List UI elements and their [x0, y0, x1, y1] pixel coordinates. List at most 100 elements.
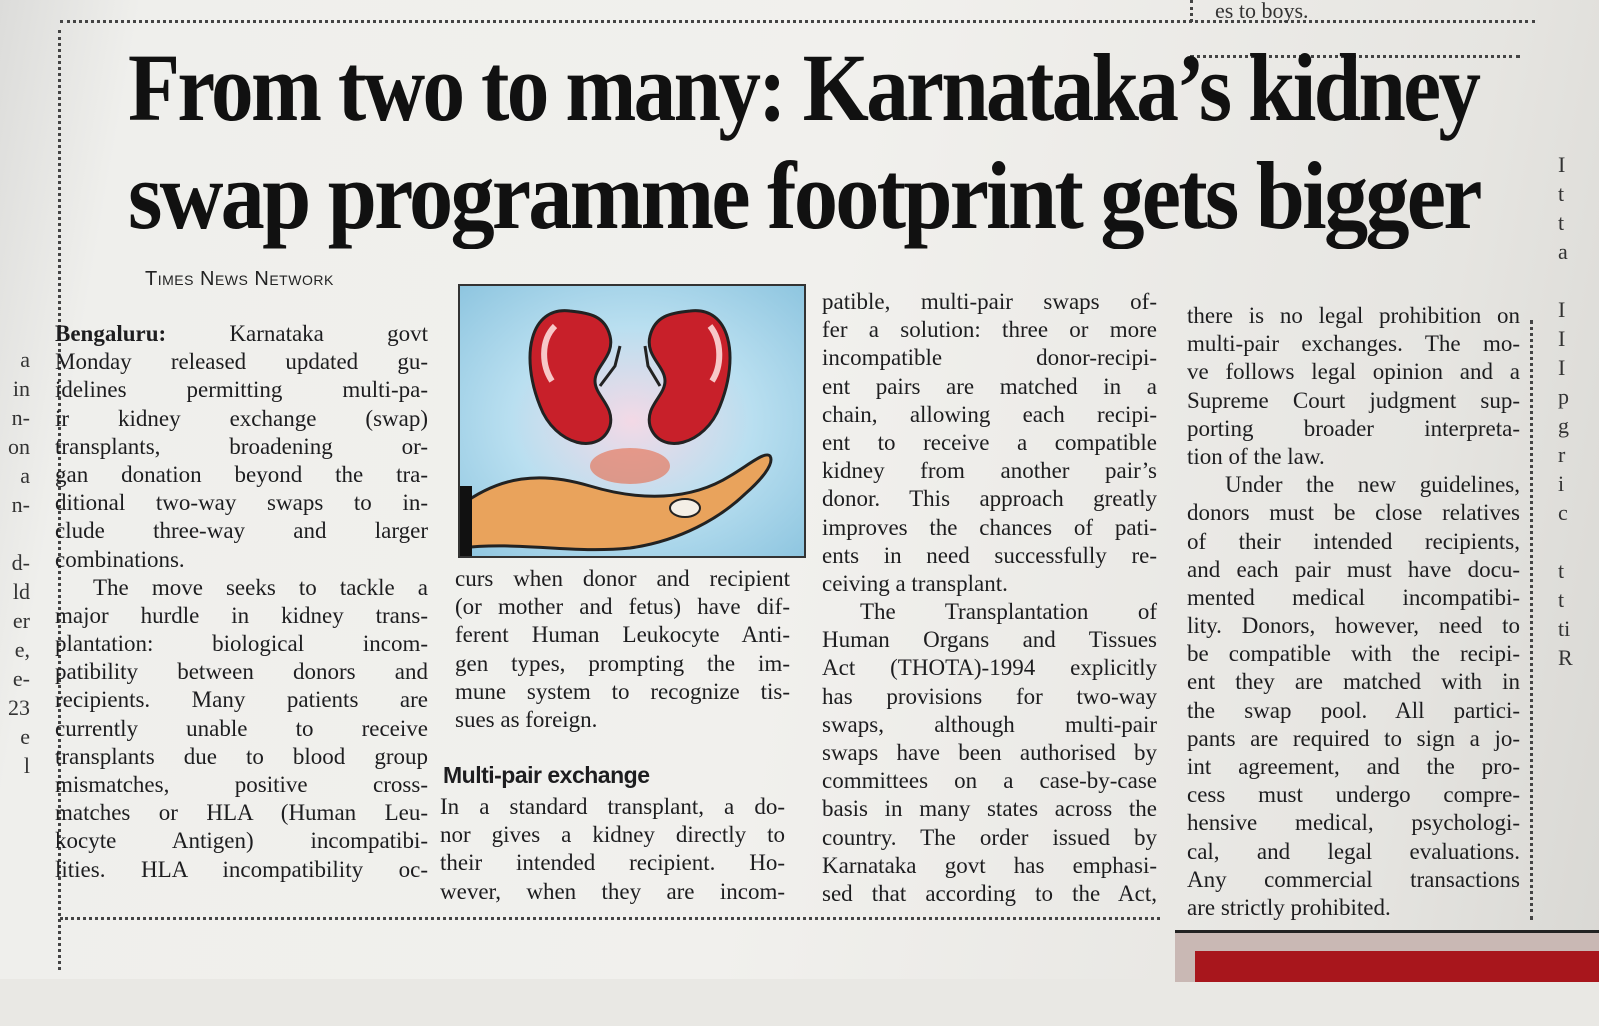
- text-line: kocyte Antigen) incompatibi-: [55, 828, 428, 854]
- fragment-text: t: [1558, 210, 1565, 235]
- text-line: has provisions for two-way: [822, 683, 1157, 709]
- text-line: hensive medical, psychologi-: [1187, 810, 1520, 836]
- text-line: multi-pair exchanges. The mo-: [1187, 331, 1520, 357]
- text-line: (or mother and fetus) have dif-: [455, 594, 790, 620]
- fragment-text: g: [1558, 413, 1569, 438]
- text-line: patible, multi-pair swaps of-: [822, 289, 1157, 314]
- text-line: kidney from another pair’s: [822, 458, 1157, 484]
- fragment-text: e-: [12, 666, 30, 691]
- text-line: incompatible donor-recipi-: [822, 345, 1157, 371]
- fragment-text: 23: [8, 695, 30, 720]
- text-line: idelines permitting multi-pa-: [55, 377, 428, 403]
- text-line: ent to receive a compatible: [822, 429, 1157, 455]
- text-line: nor gives a kidney directly to: [440, 822, 785, 848]
- fragment-text: n-: [11, 405, 30, 430]
- text-line: their intended recipient. Ho-: [440, 850, 785, 876]
- text-line: The move seeks to tackle a: [93, 574, 428, 600]
- fragment-text: ld: [12, 579, 30, 604]
- fragment-text: t: [1558, 181, 1565, 206]
- fragment-text: [1558, 266, 1598, 295]
- text-line: swaps, although multi-pair: [822, 711, 1157, 737]
- text-line: Monday released updated gu-: [55, 349, 428, 375]
- text-line: are strictly prohibited.: [1187, 894, 1391, 920]
- fragment-text: I: [1558, 152, 1566, 177]
- article-column-4: there is no legal prohibition on multi-pa…: [1187, 302, 1520, 922]
- fragment-text: R: [1558, 645, 1573, 670]
- text-line: Bengaluru: Karnataka govt: [55, 321, 428, 346]
- fragment-text: t: [1558, 587, 1565, 612]
- subheading: Multi-pair exchange: [443, 762, 650, 788]
- fragment-text: r: [1558, 442, 1566, 467]
- text-line: there is no legal prohibition on: [1187, 303, 1520, 328]
- kidney-illustration: [458, 284, 806, 558]
- neighbor-column-left-fragments: a in n-on a n-d-ld er e, e- 23 e l: [0, 345, 30, 780]
- text-line: curs when donor and recipient: [455, 566, 790, 591]
- text-line: patibility between donors and: [55, 659, 428, 685]
- text-line: clude three-way and larger: [55, 518, 428, 544]
- text-line: plantation: biological incom-: [55, 631, 428, 657]
- article-column-3: patible, multi-pair swaps of-fer a solut…: [822, 288, 1157, 908]
- fragment-text: t: [1558, 558, 1565, 583]
- text-line: cess must undergo compre-: [1187, 782, 1520, 808]
- text-line: The Transplantation of: [860, 599, 1157, 625]
- top-fragment: es to boys.: [1215, 0, 1309, 23]
- text-line: country. The order issued by: [822, 824, 1157, 850]
- text-line: committees on a case-by-case: [822, 768, 1157, 794]
- text-line: ditional two-way swaps to in-: [55, 490, 428, 516]
- text-line: cal, and legal evaluations.: [1187, 838, 1520, 864]
- text-line: gan donation beyond the tra-: [55, 461, 428, 487]
- text-line: mune system to recognize tis-: [455, 678, 790, 704]
- divider-top-small: [1190, 0, 1193, 22]
- text-line: In a standard transplant, a do-: [440, 794, 785, 819]
- article-column-2: curs when donor and recipient (or mother …: [455, 565, 790, 734]
- text-line: Karnataka govt has emphasi-: [822, 852, 1157, 878]
- article-column-2-continued: In a standard transplant, a do-nor gives…: [440, 793, 785, 906]
- fragment-text: in: [12, 376, 30, 401]
- fragment-text: p: [1558, 384, 1569, 409]
- text-line: Act (THOTA)-1994 explicitly: [822, 655, 1157, 681]
- text-line: lities. HLA incompatibility oc-: [55, 856, 428, 882]
- text-line: be compatible with the recipi-: [1187, 641, 1520, 667]
- fragment-text: on: [8, 434, 30, 459]
- text-line: ent they are matched with in: [1187, 669, 1520, 695]
- article-column-1: Bengaluru: Karnataka govt Monday released…: [55, 320, 428, 884]
- text-line: the swap pool. All partici-: [1187, 697, 1520, 723]
- fragment-text: [0, 519, 30, 548]
- text-line: lity. Donors, however, need to: [1187, 613, 1520, 639]
- text-line: donors must be close relatives: [1187, 500, 1520, 526]
- text-line: ir kidney exchange (swap): [55, 405, 428, 431]
- fragment-text: e: [20, 724, 30, 749]
- text-line: ent pairs are matched in a: [822, 373, 1157, 399]
- text-line: pants are required to sign a jo-: [1187, 725, 1520, 751]
- text-line: Any commercial transactions: [1187, 866, 1520, 892]
- text-line: matches or HLA (Human Leu-: [55, 800, 428, 826]
- text-line: wever, when they are incom-: [440, 878, 785, 904]
- text-line: and each pair must have docu-: [1187, 556, 1520, 582]
- text-line: ferent Human Leukocyte Anti-: [455, 622, 790, 648]
- fragment-text: l: [23, 753, 30, 778]
- text-line: of their intended recipients,: [1187, 528, 1520, 554]
- fragment-text: I: [1558, 355, 1566, 380]
- byline: Times News Network: [145, 268, 334, 290]
- text-line: chain, allowing each recipi-: [822, 401, 1157, 427]
- text-line: donor. This approach greatly: [822, 486, 1157, 512]
- text-line: mismatches, positive cross-: [55, 772, 428, 797]
- fragment-text: [1558, 527, 1598, 556]
- text-line: gen types, prompting the im-: [455, 650, 790, 676]
- next-article-headline-cropped: [115, 935, 135, 1026]
- text-line: improves the chances of pati-: [822, 514, 1157, 540]
- text-line: int agreement, and the pro-: [1187, 754, 1520, 779]
- fragment-text: c: [1558, 500, 1568, 525]
- fragment-text: a: [20, 463, 30, 488]
- fragment-text: I: [1558, 326, 1566, 351]
- fragment-text: n-: [11, 492, 30, 517]
- text-line: basis in many states across the: [822, 796, 1157, 822]
- text-line: porting broader interpreta-: [1187, 415, 1520, 441]
- divider-top-right: [1190, 55, 1520, 58]
- fragment-text: ti: [1558, 616, 1571, 641]
- text-line: ve follows legal opinion and a: [1187, 359, 1520, 385]
- kidneys-in-hand-icon: [458, 286, 804, 556]
- text-line: combinations.: [55, 546, 185, 572]
- dateline: Bengaluru:: [55, 321, 167, 346]
